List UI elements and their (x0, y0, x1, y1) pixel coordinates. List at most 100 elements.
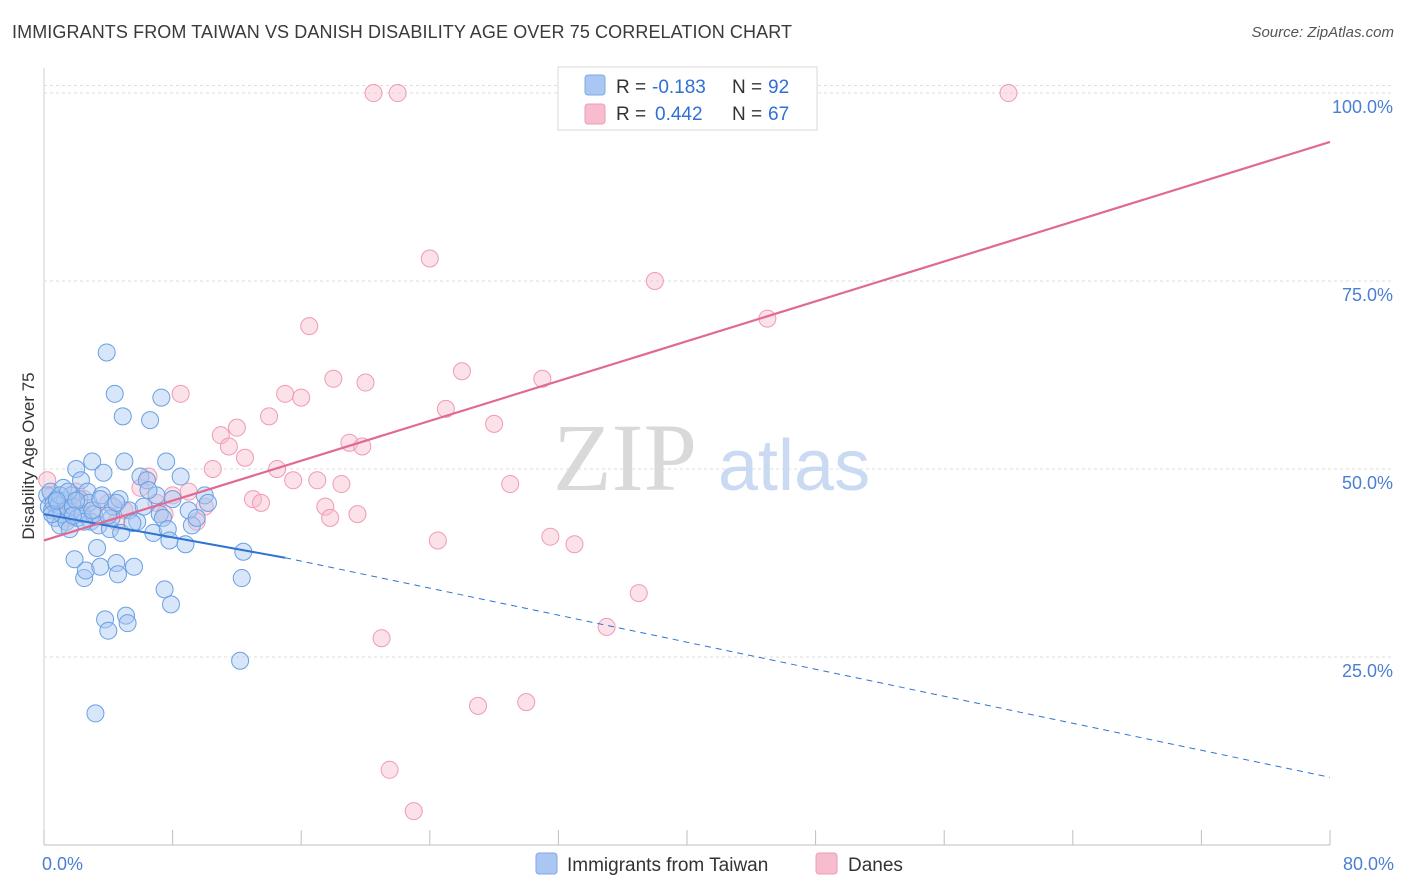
danes-point-31 (292, 388, 311, 407)
taiwan-point-30 (86, 704, 105, 723)
legend-r-label-1: R = (616, 77, 646, 98)
danes-point-22 (219, 437, 238, 456)
taiwan-point-82 (67, 491, 86, 510)
danes-point-45 (388, 84, 407, 103)
danes-point-42 (364, 84, 383, 103)
taiwan-point-64 (157, 452, 176, 471)
danes-point-29 (276, 384, 295, 403)
danes-trend-line (43, 140, 1331, 542)
legend-n-value-danes: 67 (768, 104, 789, 125)
legend-n-label-2: N = (732, 104, 762, 125)
taiwan-point-57 (141, 411, 160, 430)
taiwan-point-17 (65, 550, 84, 569)
danes-point-55 (533, 369, 552, 388)
x-tick-labels: 0.0% 80.0% (42, 854, 1394, 874)
taiwan-point-50 (118, 614, 137, 633)
danes-point-41 (356, 373, 375, 392)
axes (43, 68, 1331, 846)
y-tick-label-0: 25.0% (1342, 661, 1393, 681)
taiwan-point-31 (88, 538, 107, 557)
taiwan-point-63 (155, 580, 174, 599)
danes-point-16 (171, 384, 190, 403)
taiwan-point-37 (97, 343, 116, 362)
danes-points (38, 84, 1018, 821)
danes-point-52 (485, 414, 504, 433)
y-tick-labels: 25.0% 50.0% 75.0% 100.0% (1332, 97, 1393, 681)
bottom-legend-swatch-taiwan (535, 852, 558, 875)
legend-r-label-2: R = (616, 104, 646, 125)
danes-point-24 (235, 448, 254, 467)
danes-point-48 (428, 531, 447, 550)
taiwan-point-73 (187, 508, 206, 527)
legend-swatch-danes (584, 103, 606, 125)
taiwan-point-18 (67, 460, 86, 479)
legend-r-value-taiwan: -0.183 (652, 77, 706, 98)
taiwan-point-33 (91, 557, 110, 576)
legend-n-value-taiwan: 92 (768, 77, 789, 98)
series-legend: Immigrants from Taiwan Danes (535, 852, 903, 876)
x-tick-label-max: 80.0% (1343, 854, 1394, 874)
taiwan-point-43 (107, 554, 126, 573)
bottom-legend-taiwan: Immigrants from Taiwan (567, 855, 768, 876)
taiwan-point-91 (63, 506, 82, 525)
danes-point-50 (452, 362, 471, 381)
taiwan-point-52 (125, 557, 144, 576)
taiwan-point-42 (105, 384, 124, 403)
watermark-zip: ZIP (553, 404, 697, 511)
danes-point-23 (227, 418, 246, 437)
danes-point-44 (380, 760, 399, 779)
taiwan-point-76 (231, 651, 250, 670)
correlation-legend: R = -0.183 N = 92 R = 0.442 N = 67 (557, 66, 818, 131)
taiwan-trend-line (43, 513, 286, 559)
taiwan-point-87 (107, 493, 126, 512)
taiwan-point-65 (158, 520, 177, 539)
danes-point-59 (629, 584, 648, 603)
taiwan-point-47 (113, 407, 132, 426)
taiwan-point-48 (115, 452, 134, 471)
chart-title: IMMIGRANTS FROM TAIWAN VS DANISH DISABIL… (12, 22, 793, 42)
taiwan-point-89 (139, 481, 158, 500)
legend-r-value-danes: 0.442 (655, 104, 703, 125)
taiwan-point-66 (160, 531, 179, 550)
taiwan-trend-extension (285, 557, 1331, 778)
danes-point-56 (541, 527, 560, 546)
watermark-atlas: atlas (718, 426, 870, 506)
bottom-legend-danes: Danes (848, 855, 903, 876)
danes-point-33 (308, 471, 327, 490)
legend-n-label-1: N = (732, 77, 762, 98)
danes-point-37 (332, 475, 351, 494)
danes-point-30 (284, 471, 303, 490)
taiwan-point-21 (71, 471, 90, 490)
taiwan-point-85 (91, 490, 110, 509)
danes-point-46 (404, 802, 423, 821)
taiwan-point-62 (153, 508, 172, 527)
taiwan-point-69 (171, 467, 190, 486)
taiwan-point-24 (76, 561, 95, 580)
trend-lines (43, 140, 1331, 778)
taiwan-point-90 (47, 491, 66, 510)
taiwan-point-67 (161, 595, 180, 614)
y-tick-label-3: 100.0% (1332, 97, 1393, 117)
taiwan-point-28 (83, 452, 102, 471)
danes-point-32 (300, 317, 319, 336)
danes-point-20 (203, 460, 222, 479)
taiwan-point-77 (232, 569, 251, 588)
taiwan-point-38 (99, 621, 118, 640)
danes-point-49 (436, 399, 455, 418)
danes-point-34 (316, 497, 335, 516)
taiwan-point-35 (94, 463, 113, 482)
taiwan-point-44 (108, 565, 127, 584)
taiwan-point-75 (198, 493, 217, 512)
danes-point-26 (252, 493, 271, 512)
taiwan-point-88 (123, 514, 142, 533)
taiwan-point-36 (96, 610, 115, 629)
danes-point-58 (597, 617, 616, 636)
danes-point-51 (469, 696, 488, 715)
danes-point-27 (260, 407, 279, 426)
y-tick-label-1: 50.0% (1342, 473, 1393, 493)
danes-point-39 (348, 505, 367, 524)
taiwan-point-61 (152, 388, 171, 407)
source-label: Source: ZipAtlas.com (1251, 24, 1394, 41)
taiwan-point-79 (43, 505, 62, 524)
